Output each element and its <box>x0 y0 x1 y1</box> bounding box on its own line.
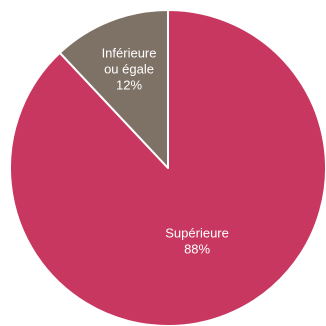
slice-label-line: Supérieure <box>165 225 229 240</box>
pie-slices <box>9 9 326 326</box>
slice-label: Inférieure ou égale 12% <box>102 46 157 93</box>
pie-labels: Supérieure 88% Inférieure ou égale 12% <box>102 46 229 257</box>
pie-slice <box>58 9 169 169</box>
slice-label-line: ou égale <box>104 62 154 77</box>
slice-label-line: 12% <box>116 78 142 93</box>
slice-label: Supérieure 88% <box>165 225 229 256</box>
slice-label-line: 88% <box>184 241 210 256</box>
slice-label-line: Inférieure <box>102 46 157 61</box>
